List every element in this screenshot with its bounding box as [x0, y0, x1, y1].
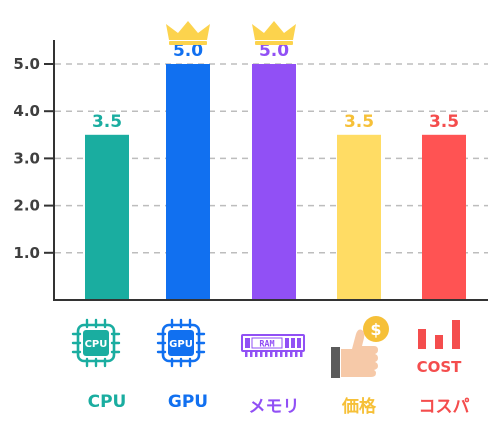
cost-bar-icon: COST [417, 320, 463, 376]
y-tick-label: 5.0 [13, 55, 40, 73]
thumbs-up-coin-icon: $ [331, 316, 389, 378]
data-label: 3.5 [92, 112, 122, 132]
crown-icon [252, 21, 296, 45]
y-tick-labels: 1.0 2.0 3.0 4.0 5.0 [13, 55, 54, 262]
category-label: メモリ [248, 397, 300, 417]
data-label: 5.0 [259, 41, 289, 61]
bar [252, 64, 296, 300]
crowns [166, 21, 296, 45]
category-label: 価格 [342, 397, 376, 417]
bar [422, 134, 466, 300]
data-label: 5.0 [173, 41, 203, 61]
gpu-chip-icon: GPU [156, 318, 206, 368]
svg-text:CPU: CPU [85, 339, 108, 350]
bars [85, 64, 466, 300]
data-labels: 3.5 5.0 5.0 3.5 3.5 [92, 41, 459, 132]
data-label: 3.5 [344, 112, 374, 132]
svg-text:COST: COST [417, 358, 463, 376]
y-tick-label: 2.0 [13, 197, 40, 215]
category-label: CPU [87, 392, 127, 412]
bar [85, 134, 129, 300]
category-label: コスパ [418, 397, 470, 417]
data-label: 3.5 [429, 112, 459, 132]
cpu-chip-icon: CPU [71, 318, 121, 368]
svg-text:$: $ [370, 320, 381, 339]
svg-text:GPU: GPU [169, 339, 193, 350]
bar [337, 134, 381, 300]
y-tick-label: 4.0 [13, 102, 40, 120]
y-tick-label: 3.0 [13, 149, 40, 167]
memory-module-icon: RAM [241, 334, 305, 357]
svg-text:RAM: RAM [259, 340, 274, 350]
bar [166, 64, 210, 300]
category-label: GPU [167, 392, 209, 412]
y-tick-label: 1.0 [13, 244, 40, 262]
crown-icon [166, 21, 210, 45]
